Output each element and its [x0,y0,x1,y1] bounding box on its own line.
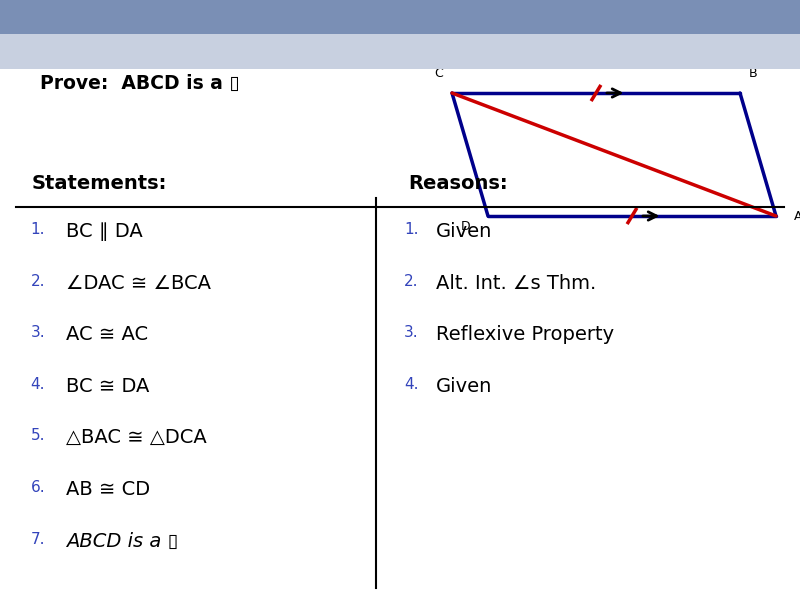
Text: AB ≅ CD: AB ≅ CD [66,480,150,499]
Text: Given: Given [436,222,492,241]
Text: 5.: 5. [30,428,45,443]
Text: 7.: 7. [30,532,45,547]
Text: 4.: 4. [30,377,45,392]
Text: 3.: 3. [30,325,45,340]
Text: Given: Given [436,377,492,396]
Text: 1.: 1. [30,222,45,237]
Text: C: C [434,67,443,80]
Text: BC ≅ DA: BC ≅ DA [66,377,149,396]
Text: AC ≅ AC: AC ≅ AC [66,325,148,344]
Text: A: A [794,209,800,223]
Text: Ex. 3:  Proof of Theorem 6.10: Ex. 3: Proof of Theorem 6.10 [40,24,348,43]
Text: 3.: 3. [404,325,418,340]
Text: BC ∥ DA: BC ∥ DA [66,222,142,241]
Text: 2.: 2. [404,274,418,289]
Text: Given:  BC ∥ DA, BC ≅ DA: Given: BC ∥ DA, BC ≅ DA [40,49,302,68]
Text: 4.: 4. [404,377,418,392]
Bar [0,69,800,600]
Text: ABCD is a ▯: ABCD is a ▯ [66,532,178,551]
Text: Reasons:: Reasons: [408,174,508,193]
Text: 2.: 2. [30,274,45,289]
Text: Prove:  ABCD is a ▯: Prove: ABCD is a ▯ [40,74,240,94]
Text: D: D [461,220,470,233]
Text: Alt. Int. ∠s Thm.: Alt. Int. ∠s Thm. [436,274,596,293]
Text: B: B [749,67,758,80]
Text: 6.: 6. [30,480,45,495]
Text: 1.: 1. [404,222,418,237]
Text: Reflexive Property: Reflexive Property [436,325,614,344]
Text: △BAC ≅ △DCA: △BAC ≅ △DCA [66,428,206,448]
Text: ∠DAC ≅ ∠BCA: ∠DAC ≅ ∠BCA [66,274,210,293]
Text: Statements:: Statements: [32,174,167,193]
